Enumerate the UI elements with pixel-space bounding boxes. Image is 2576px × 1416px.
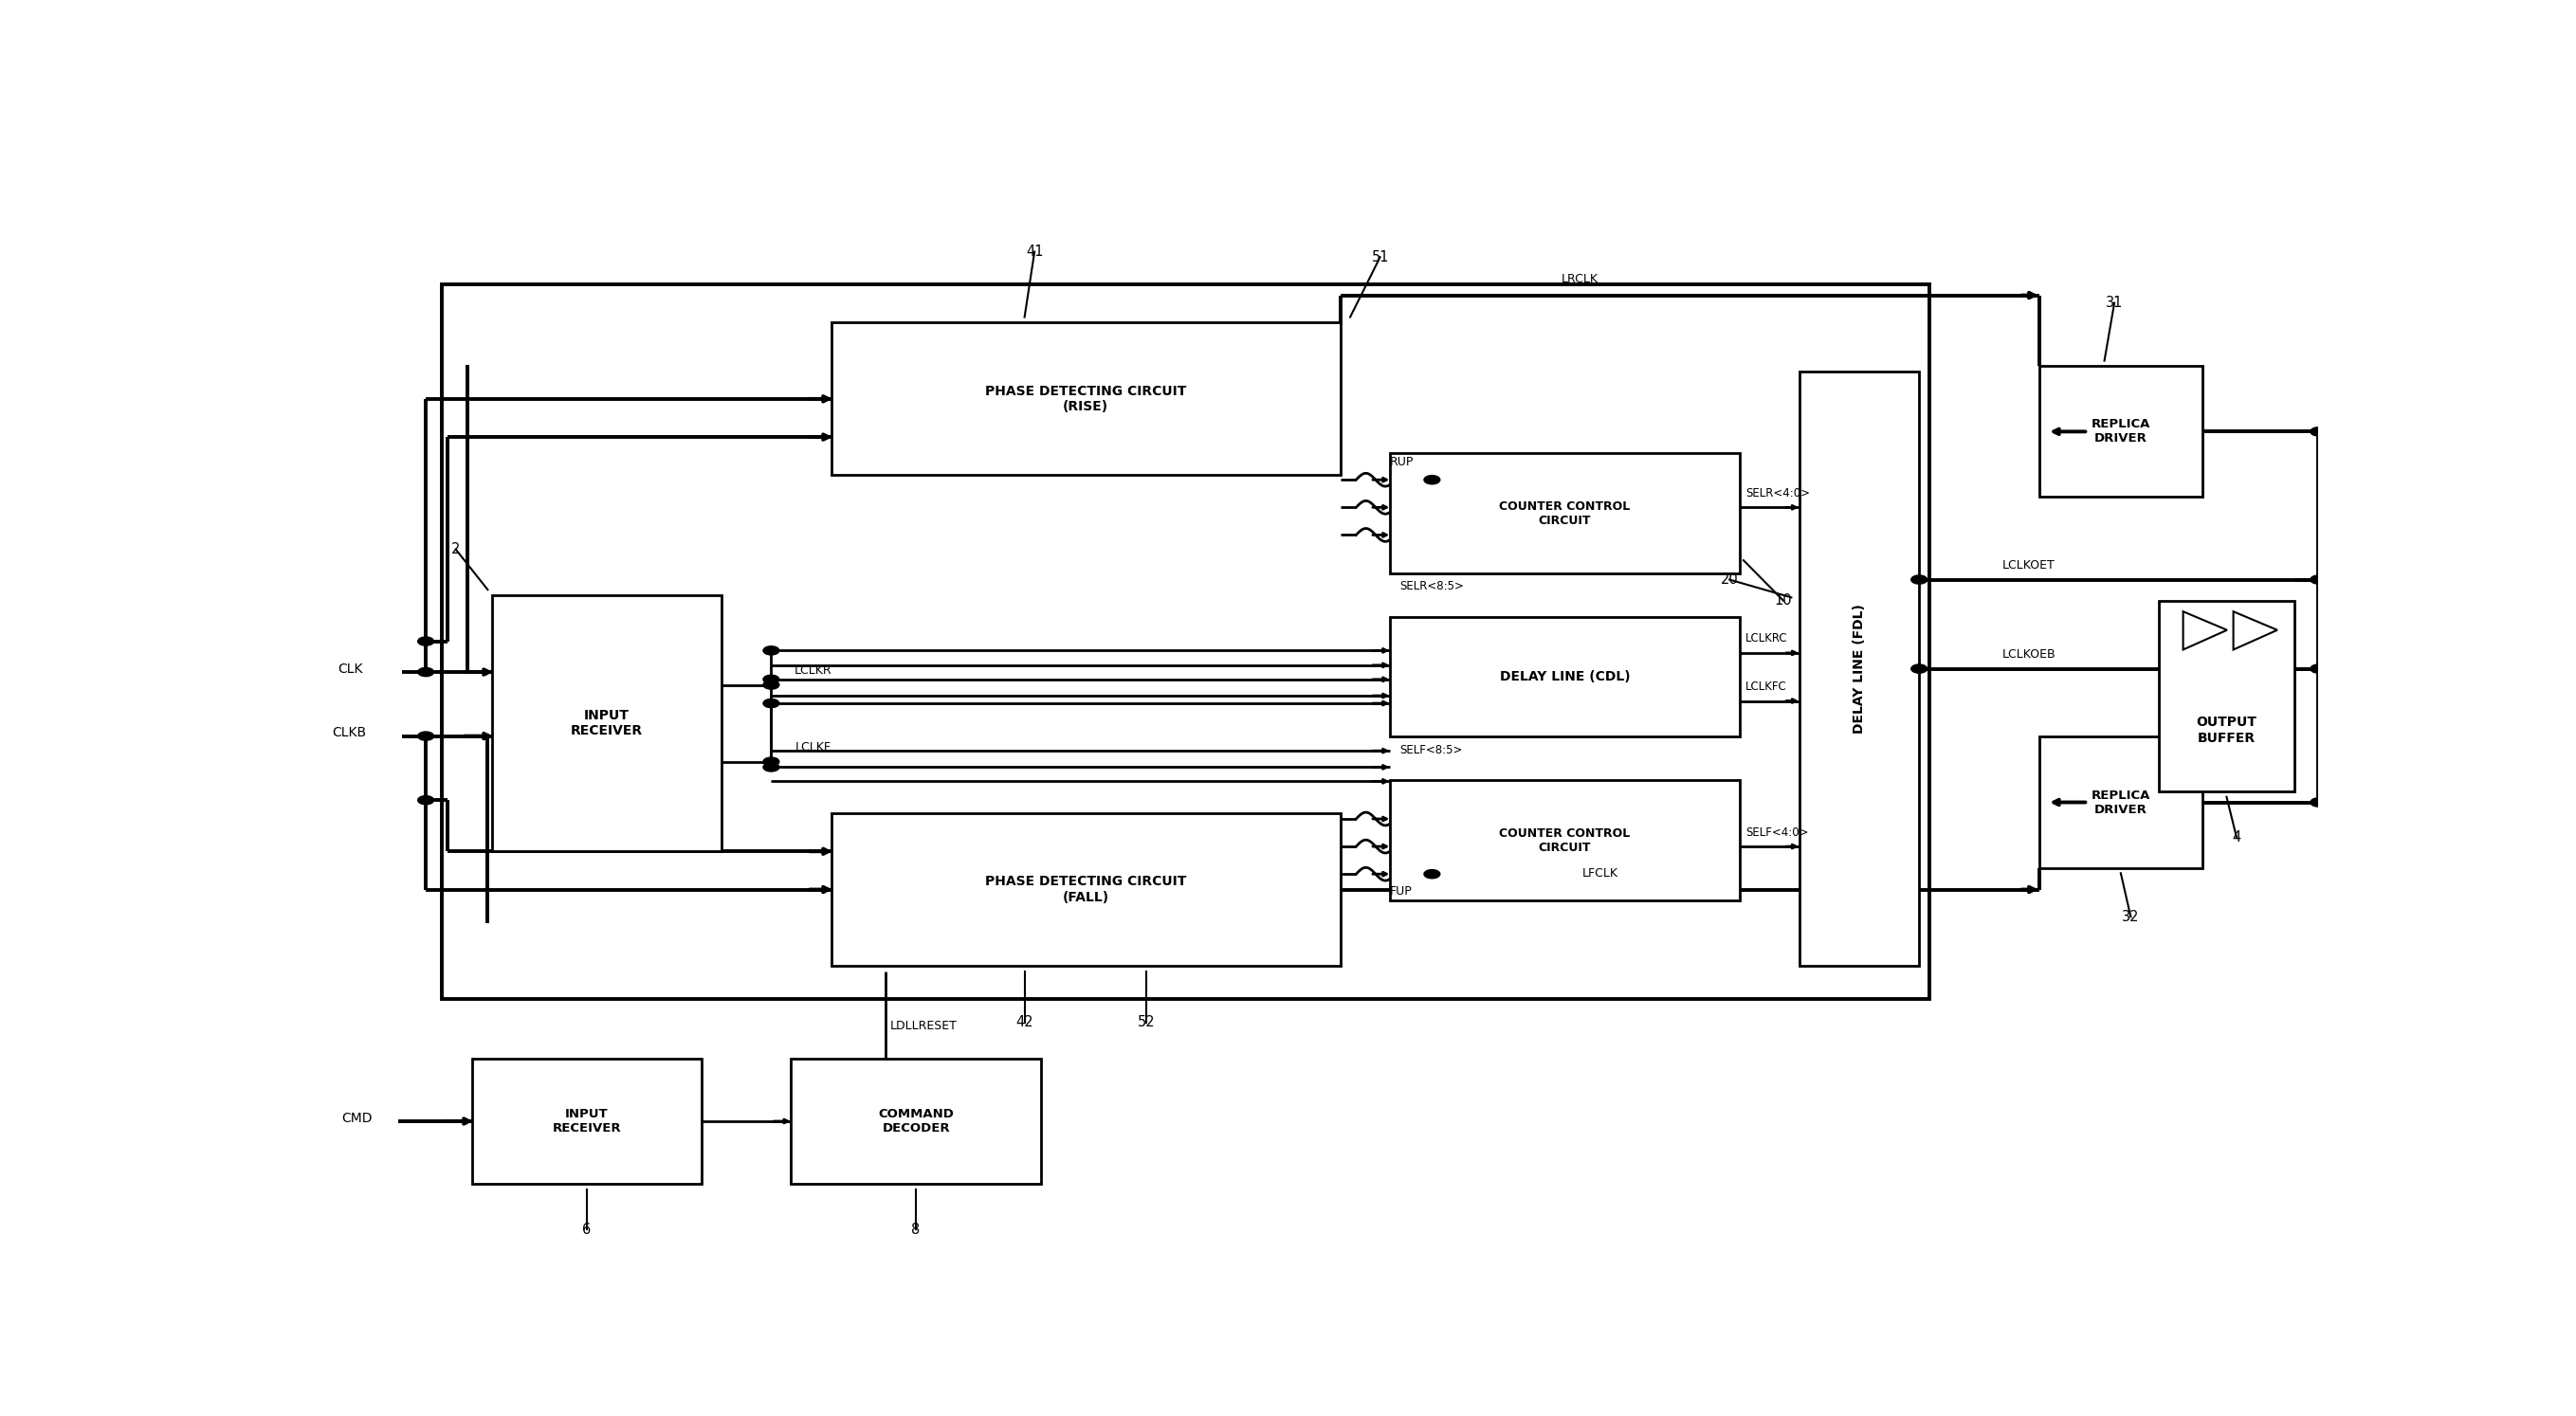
Circle shape [417,637,433,646]
Bar [1391,453,1739,573]
Text: PHASE DETECTING CIRCUIT
(FALL): PHASE DETECTING CIRCUIT (FALL) [984,875,1188,903]
Bar [1391,617,1739,736]
Text: 10: 10 [1775,593,1793,607]
Text: 8: 8 [912,1222,920,1236]
Text: 42: 42 [1015,1015,1033,1029]
Text: LFCLK: LFCLK [1582,867,1618,879]
Text: 51: 51 [1370,251,1388,265]
Circle shape [1425,476,1440,484]
Bar [832,323,1340,476]
Text: INPUT
RECEIVER: INPUT RECEIVER [551,1107,621,1134]
Text: OUTPUT
BUFFER: OUTPUT BUFFER [2197,716,2257,745]
Text: DELAY LINE (FDL): DELAY LINE (FDL) [1852,603,1865,733]
Circle shape [2311,575,2326,583]
Text: 20: 20 [1721,572,1739,586]
Text: 4: 4 [2233,830,2241,844]
Text: SELR<4:0>: SELR<4:0> [1747,487,1811,500]
Circle shape [762,700,778,708]
Text: LCLKFC: LCLKFC [1747,681,1788,692]
Bar [1391,780,1739,901]
Bar [443,285,1929,998]
Text: 52: 52 [1139,1015,1157,1029]
Text: REPLICA
DRIVER: REPLICA DRIVER [2092,418,2151,445]
Polygon shape [2233,612,2277,650]
Text: 41: 41 [1025,245,1043,259]
Circle shape [762,646,778,654]
Circle shape [1911,575,1927,583]
Text: 6: 6 [582,1222,590,1236]
Text: COUNTER CONTROL
CIRCUIT: COUNTER CONTROL CIRCUIT [1499,827,1631,854]
Text: CMD: CMD [343,1112,374,1124]
Text: RUP: RUP [1391,456,1414,469]
Bar [1798,371,1919,966]
Text: 32: 32 [2123,909,2141,923]
Circle shape [2311,664,2326,673]
Text: LRCLK: LRCLK [1561,273,1597,285]
Text: LCLKOET: LCLKOET [2002,559,2056,572]
Polygon shape [2182,612,2228,650]
Bar [791,1059,1041,1184]
Circle shape [762,681,778,690]
Text: SELF<4:0>: SELF<4:0> [1747,826,1808,838]
Circle shape [762,758,778,766]
Circle shape [2311,428,2326,436]
Circle shape [417,796,433,804]
Text: 31: 31 [2105,296,2123,310]
Text: COMMAND
DECODER: COMMAND DECODER [878,1107,953,1134]
Text: SELF<8:5>: SELF<8:5> [1401,743,1463,756]
Text: LCLKF: LCLKF [796,742,832,753]
Text: INPUT
RECEIVER: INPUT RECEIVER [569,709,641,738]
Circle shape [2311,799,2326,807]
Circle shape [762,763,778,772]
Circle shape [1425,869,1440,878]
Bar [2040,367,2202,497]
Text: SELR<8:5>: SELR<8:5> [1401,581,1463,592]
Bar [2159,600,2295,792]
Circle shape [1911,664,1927,673]
Circle shape [762,675,778,684]
Text: REPLICA
DRIVER: REPLICA DRIVER [2092,789,2151,816]
Bar [832,813,1340,966]
Text: LCLKOEB: LCLKOEB [2002,649,2056,661]
Text: DELAY LINE (CDL): DELAY LINE (CDL) [1499,670,1631,684]
Bar [2040,736,2202,868]
Text: CLKB: CLKB [332,726,366,739]
Text: 2: 2 [451,542,461,556]
Text: CLK: CLK [337,663,363,675]
Bar [492,595,721,851]
Circle shape [417,668,433,677]
Text: LDLLRESET: LDLLRESET [889,1020,958,1032]
Text: FUP: FUP [1391,885,1412,898]
Bar [471,1059,701,1184]
Text: LCLKR: LCLKR [793,664,832,677]
Text: LCLKRC: LCLKRC [1747,633,1788,644]
Text: PHASE DETECTING CIRCUIT
(RISE): PHASE DETECTING CIRCUIT (RISE) [984,385,1188,413]
Text: COUNTER CONTROL
CIRCUIT: COUNTER CONTROL CIRCUIT [1499,500,1631,527]
Circle shape [417,732,433,741]
